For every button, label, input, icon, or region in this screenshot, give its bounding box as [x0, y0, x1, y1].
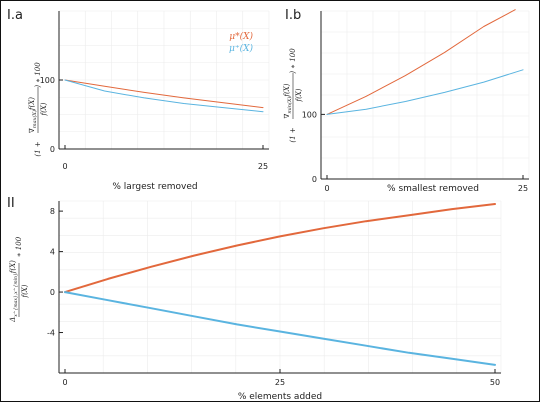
panel-II-lines	[64, 203, 496, 366]
panel-Ia-xlabel: % largest removed	[112, 182, 197, 192]
svg-text:f(X): f(X)	[21, 284, 29, 298]
y-tick-label: 100	[302, 110, 317, 119]
y-tick-label: 0	[50, 288, 55, 297]
panel-Ia-ylabel: ∇max(X)f(X) f(X) (1 + ) ∗ 100	[28, 62, 48, 157]
svg-text:) ∗ 100: ) ∗ 100	[34, 62, 42, 89]
x-tick-label: 0	[324, 184, 329, 193]
y-tick-label: 100	[40, 76, 55, 85]
series-mu-star-line	[64, 79, 264, 109]
svg-text:∇min(X)f(X): ∇min(X)f(X)	[283, 83, 293, 118]
svg-text:f(X): f(X)	[40, 102, 48, 116]
svg-text:) ∗ 100: ) ∗ 100	[289, 48, 297, 75]
panel-Ia: 0 100 0 25 I.a % largest removed ∇max(X)f(X…	[7, 8, 270, 192]
series-mu-star-line	[64, 203, 496, 294]
panel-II-grid	[58, 200, 502, 374]
panel-Ib-grid	[320, 10, 530, 180]
legend-mu-star: μ*(X)	[229, 31, 253, 42]
panel-Ib-ticks: 0 100 0 25	[302, 110, 528, 193]
panel-Ib-label: I.b	[285, 8, 301, 23]
x-tick-label: 25	[275, 378, 285, 387]
panel-Ib-lines	[326, 9, 524, 115]
svg-text:∇max(X)f(X): ∇max(X)f(X)	[28, 97, 38, 133]
y-tick-label: 4	[50, 248, 55, 257]
series-mu-plus-line	[64, 291, 496, 366]
y-tick-label: 8	[50, 207, 55, 216]
x-tick-label: 50	[490, 378, 500, 387]
svg-text:(1 +: (1 +	[289, 127, 297, 142]
panel-II-xlabel: % elements added	[238, 392, 322, 401]
x-tick-label: 0	[62, 378, 67, 387]
panel-Ia-legend: μ*(X) μ⁺(X)	[229, 31, 254, 54]
series-mu-plus-line	[64, 79, 264, 113]
y-tick-label: 0	[312, 175, 317, 184]
panel-II-label: II	[7, 196, 15, 211]
svg-text:f(X): f(X)	[295, 88, 303, 102]
panel-Ia-lines	[64, 79, 264, 113]
panel-Ib-axes	[320, 11, 529, 180]
legend-mu-plus: μ⁺(X)	[229, 43, 254, 54]
panel-II-ylabel: Δx^{max},x^{min}f(X) f(X) ∗ 100	[9, 236, 29, 323]
panel-Ia-label: I.a	[7, 8, 23, 23]
panel-Ib-xlabel: % smallest removed	[387, 184, 479, 194]
panel-Ia-ticks: 0 100 0 25	[40, 76, 268, 171]
x-tick-label: 25	[518, 184, 528, 193]
panel-Ib: 0 100 0 25 I.b % smallest removed ∇min(X)f(…	[283, 8, 530, 194]
panel-II-ticks: 8 4 0 -4 0 25 50	[47, 207, 500, 387]
svg-text:Δx^{max},x^{min}f(X): Δx^{max},x^{min}f(X)	[9, 260, 19, 323]
x-tick-label: 0	[62, 162, 67, 171]
panel-Ib-ylabel: ∇min(X)f(X) f(X) (1 + ) ∗ 100	[283, 48, 303, 143]
panel-II: 8 4 0 -4 0 25 50 II % elements added Δx^{max},…	[7, 196, 502, 402]
series-mu-star-line	[326, 9, 516, 115]
y-tick-label: 0	[50, 145, 55, 154]
svg-text:∗ 100: ∗ 100	[15, 236, 23, 257]
series-mu-plus-line	[326, 69, 524, 115]
x-tick-label: 25	[258, 162, 268, 171]
svg-text:(1 +: (1 +	[34, 141, 42, 156]
y-tick-label: -4	[47, 329, 55, 338]
